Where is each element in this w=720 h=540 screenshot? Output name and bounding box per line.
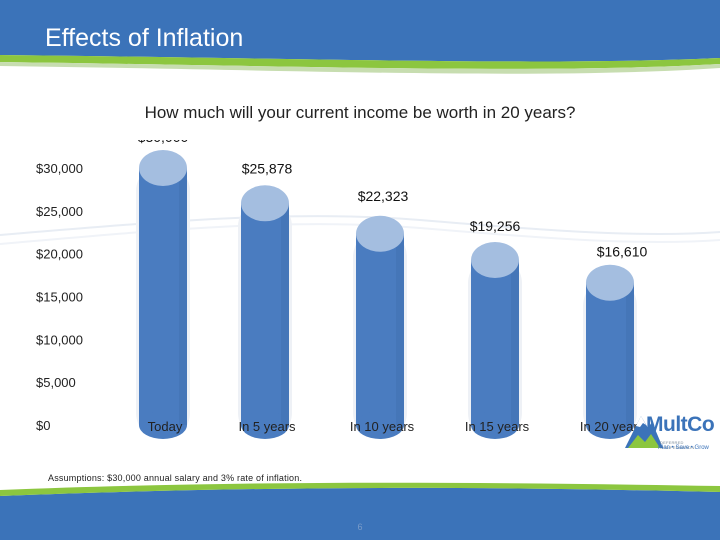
bar-value-label: $22,323	[358, 188, 409, 204]
x-tick-label: In 15 years	[465, 419, 530, 434]
y-tick-label: $30,000	[36, 161, 83, 176]
slide-title: Effects of Inflation	[45, 24, 244, 52]
bar	[136, 150, 190, 439]
bar-value-label: $25,878	[242, 160, 293, 176]
bar-value-label: $19,256	[470, 218, 521, 234]
x-tick-label: In 20 years	[580, 419, 645, 434]
y-tick-label: $10,000	[36, 332, 83, 347]
mountain-logo-icon	[625, 416, 663, 448]
bar-value-label: $30,000	[138, 140, 189, 145]
x-tick-label: Today	[148, 419, 183, 434]
header-band	[0, 0, 720, 74]
page-number: 6	[357, 522, 363, 532]
y-tick-label: $20,000	[36, 247, 83, 262]
multco-logo: MultCo DEFERRED COMPENSATION Plan • Save…	[622, 408, 715, 474]
logo-name: MultCo	[646, 413, 715, 436]
bar	[353, 215, 407, 439]
y-tick-label: $0	[36, 418, 50, 433]
y-tick-label: $5,000	[36, 375, 76, 390]
assumptions-note: Assumptions: $30,000 annual salary and 3…	[48, 473, 303, 483]
logo-tagline: Plan • Save • Grow	[658, 445, 709, 451]
x-tick-label: In 5 years	[238, 419, 296, 434]
bar	[238, 185, 292, 439]
inflation-bar-chart: $0 $5,000 $10,000 $15,000 $20,000 $25,000 $30,…	[0, 140, 720, 439]
x-tick-label: In 10 years	[350, 419, 415, 434]
footer-band	[0, 482, 720, 540]
bar	[583, 264, 637, 439]
chart-question: How much will your current income be wor…	[144, 103, 576, 122]
logo-subtitle: DEFERRED COMPENSATION	[660, 440, 695, 450]
y-tick-label: $15,000	[36, 290, 83, 305]
bar	[468, 242, 522, 439]
y-tick-label: $25,000	[36, 204, 83, 219]
bar-value-label: $16,610	[597, 244, 648, 260]
